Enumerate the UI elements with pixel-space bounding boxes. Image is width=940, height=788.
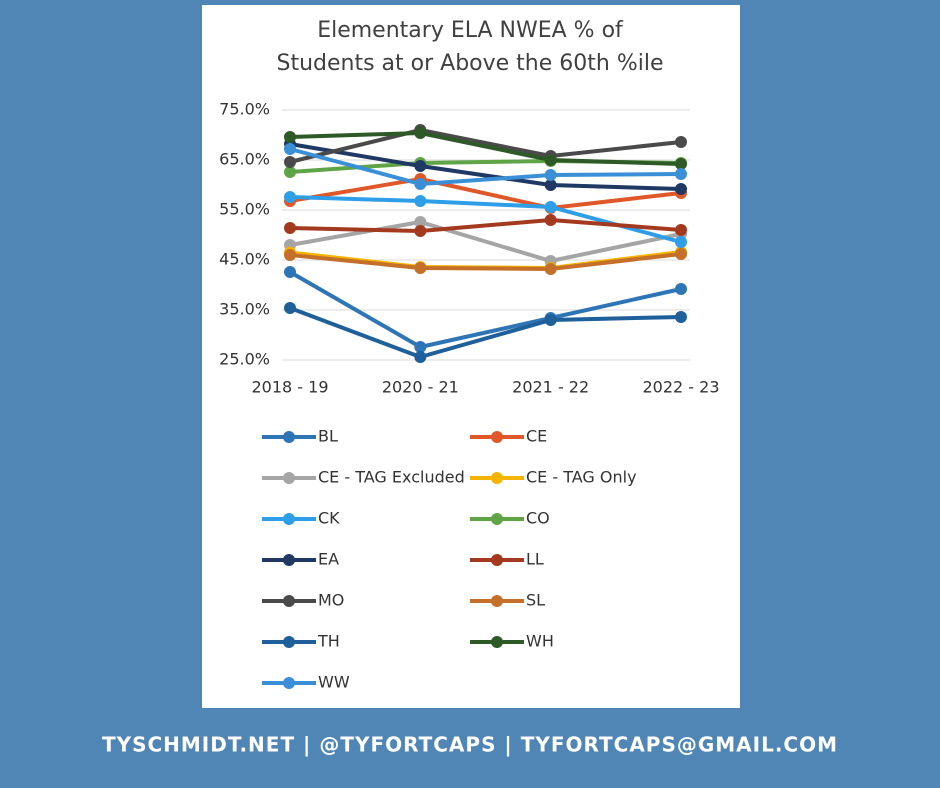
chart-title: Students at or Above the 60th %ile: [277, 51, 664, 76]
legend-label: CE - TAG Excluded: [318, 468, 465, 487]
point: [284, 143, 296, 155]
point: [414, 216, 427, 228]
series-line: [289, 177, 682, 210]
legend-marker: [491, 595, 503, 607]
legend-marker: [491, 431, 503, 443]
legend-label: BL: [318, 427, 338, 446]
legend-label: CE: [526, 427, 547, 446]
y-tick-label: 65.0%: [219, 150, 270, 169]
legend-label: CE - TAG Only: [526, 468, 637, 487]
series-line: [289, 306, 682, 359]
point: [284, 166, 296, 178]
point: [284, 249, 296, 261]
point: [414, 127, 427, 139]
legend-marker: [283, 513, 295, 525]
y-tick-label: 25.0%: [219, 350, 270, 369]
legend-marker: [283, 677, 295, 689]
legend-label: LL: [526, 550, 544, 569]
y-tick-label: 35.0%: [219, 300, 270, 319]
point: [414, 195, 427, 207]
chart-panel: [202, 5, 740, 708]
series-line: [289, 270, 682, 349]
legend-label: WH: [526, 632, 554, 651]
legend-marker: [491, 554, 503, 566]
point: [675, 224, 687, 236]
point: [675, 236, 687, 248]
y-tick-label: 75.0%: [219, 100, 270, 119]
series-line: [289, 128, 682, 164]
legend-label: TH: [317, 632, 340, 651]
legend-marker: [283, 431, 295, 443]
legend-marker: [283, 554, 295, 566]
point: [414, 341, 427, 353]
x-tick-label: 2020 - 21: [382, 378, 459, 397]
series-line: [289, 147, 682, 186]
point: [544, 169, 557, 181]
legend-marker: [491, 472, 503, 484]
point: [284, 156, 296, 168]
point: [675, 158, 687, 170]
point: [544, 154, 557, 166]
series-line: [289, 218, 682, 233]
point: [414, 225, 427, 237]
series-line: [289, 131, 682, 166]
point: [675, 311, 687, 323]
point: [284, 266, 296, 278]
series-line: [289, 142, 682, 191]
legend-marker: [491, 636, 503, 648]
point: [544, 179, 557, 191]
point: [284, 191, 296, 203]
point: [284, 131, 296, 143]
point: [284, 302, 296, 314]
point: [414, 262, 427, 274]
footer: TYSCHMIDT.NET | @TYFORTCAPS | TYFORTCAPS…: [102, 733, 838, 757]
series-line: [289, 252, 682, 271]
y-tick-label: 55.0%: [219, 200, 270, 219]
point: [414, 351, 427, 363]
x-tick-label: 2018 - 19: [251, 378, 328, 397]
point: [675, 168, 687, 180]
x-tick-label: 2021 - 22: [512, 378, 589, 397]
x-tick-label: 2022 - 23: [642, 378, 719, 397]
legend-label: SL: [526, 591, 545, 610]
chart-title: Elementary ELA NWEA % of: [317, 18, 624, 43]
legend-marker: [491, 513, 503, 525]
point: [544, 263, 557, 275]
point: [544, 214, 557, 226]
y-tick-label: 45.0%: [219, 250, 270, 269]
series-line: [289, 220, 682, 263]
legend-label: CK: [318, 509, 340, 528]
legend-marker: [283, 636, 295, 648]
point: [544, 314, 557, 326]
legend-label: WW: [318, 673, 350, 692]
point: [284, 222, 296, 234]
legend-marker: [283, 472, 295, 484]
point: [675, 248, 687, 260]
point: [675, 283, 687, 295]
point: [414, 160, 427, 172]
point: [675, 136, 687, 148]
legend-label: MO: [318, 591, 344, 610]
legend-marker: [283, 595, 295, 607]
legend-label: EA: [318, 550, 339, 569]
point: [675, 183, 687, 195]
point: [414, 178, 427, 190]
legend-label: CO: [526, 509, 550, 528]
point: [544, 201, 557, 213]
